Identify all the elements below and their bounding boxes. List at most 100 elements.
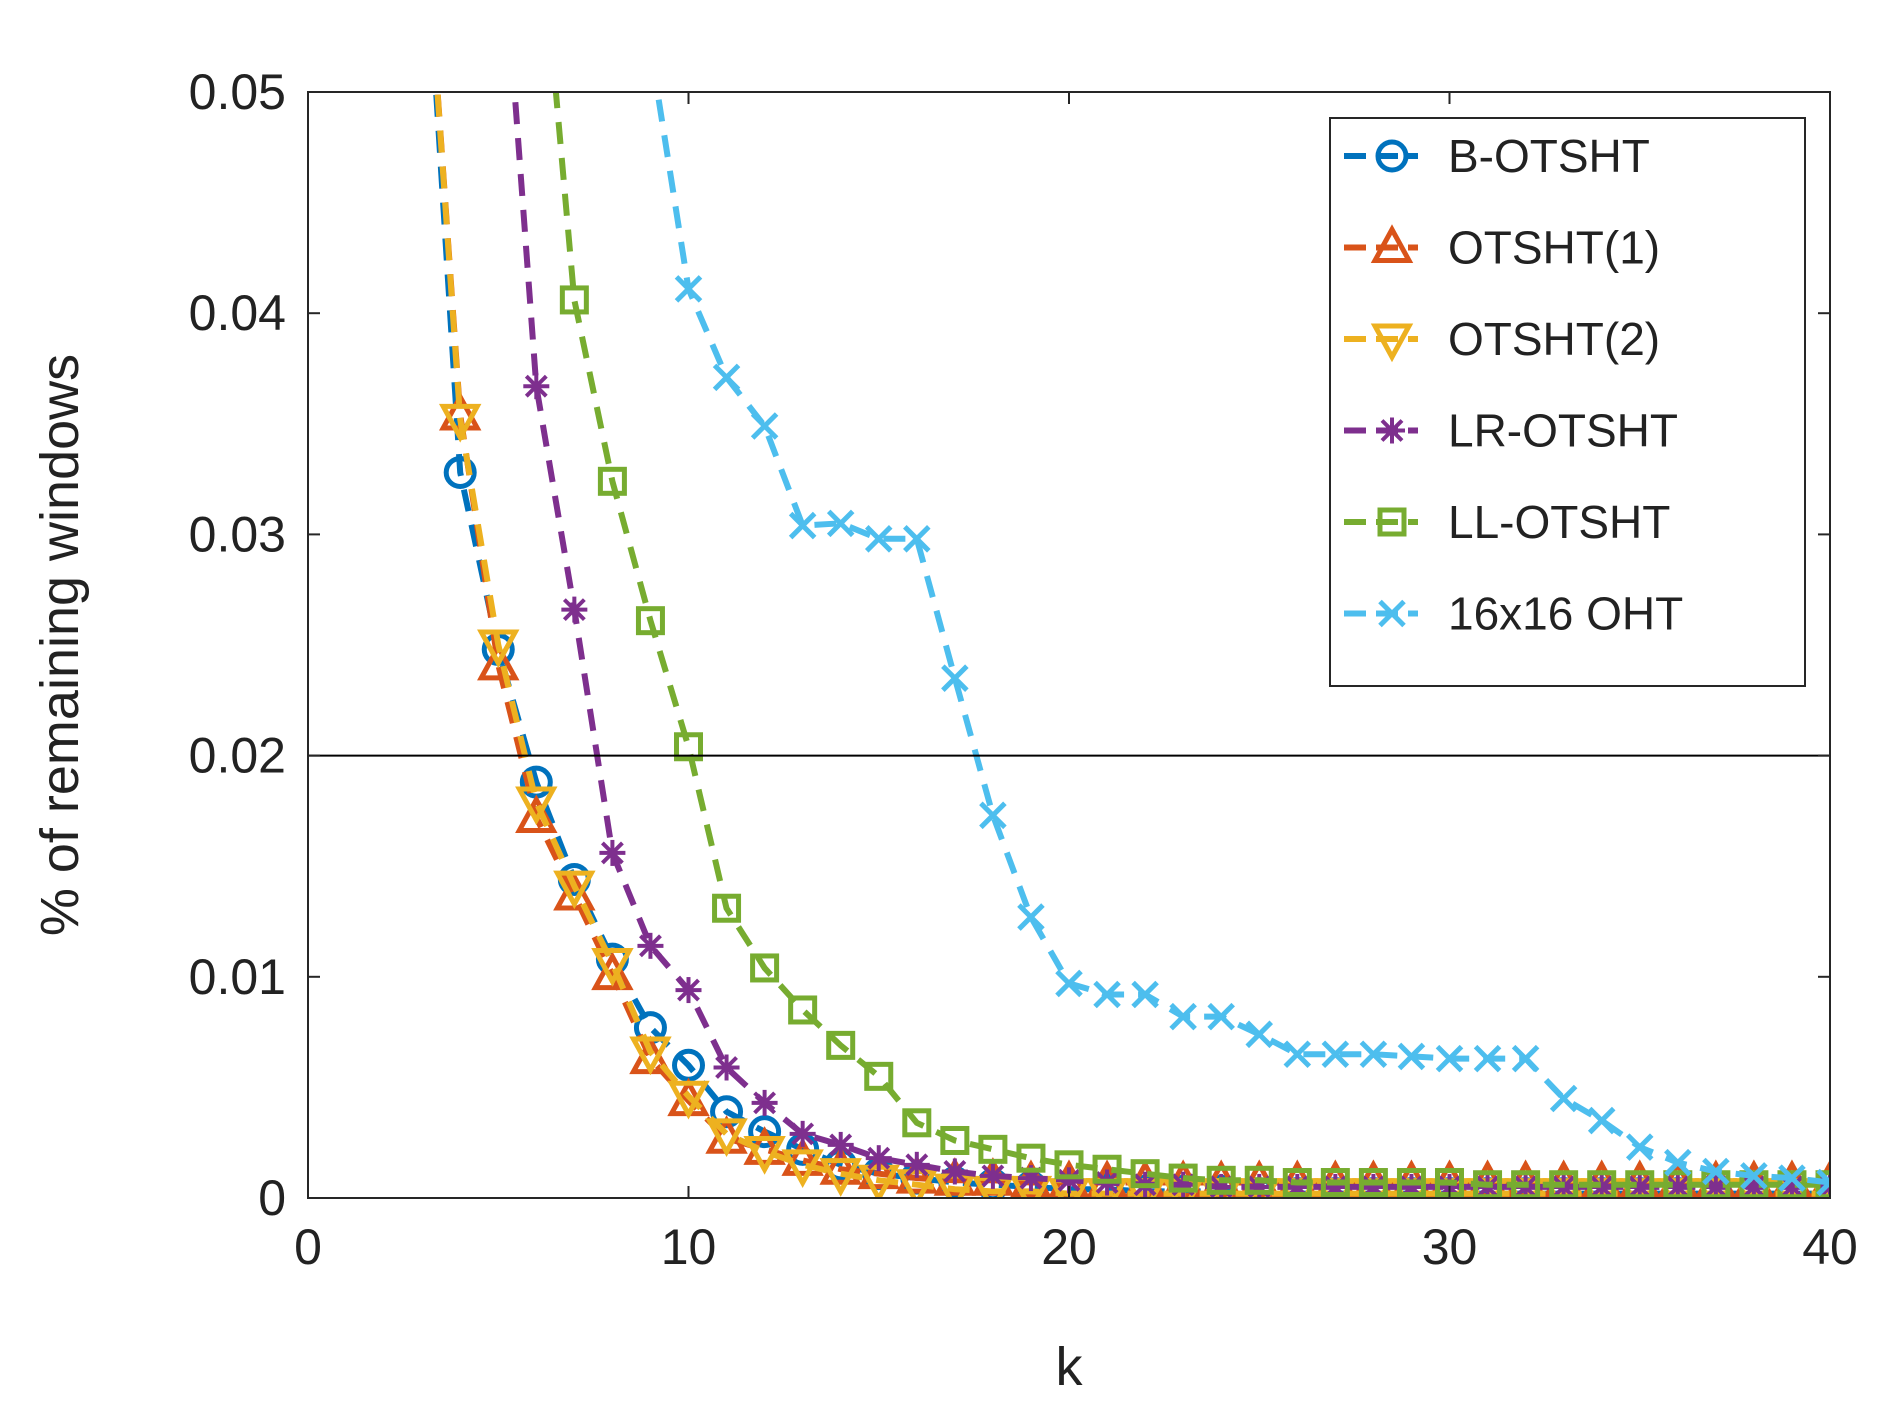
data-point-b-otsht (710, 1095, 744, 1129)
x-tick-label: 10 (661, 1219, 717, 1275)
legend-marker (1370, 323, 1414, 363)
data-point-16x16-oht (1093, 980, 1121, 1009)
data-point-16x16-oht (1245, 1020, 1274, 1049)
data-point-16x16-oht (941, 664, 969, 692)
data-point-16x16-oht (826, 509, 855, 538)
data-point-16x16-oht (1740, 1162, 1768, 1190)
data-point-ll-otsht (559, 285, 589, 315)
data-point-ll-otsht (1473, 1170, 1503, 1198)
data-point-otsht-2 (819, 1158, 862, 1197)
data-point-ll-otsht (1016, 1143, 1046, 1173)
data-point-otsht-1 (591, 951, 634, 991)
data-point-lr-otsht (903, 1151, 930, 1178)
data-point-ll-otsht (1587, 1170, 1617, 1198)
data-point-16x16-oht (1549, 1084, 1578, 1113)
series-ll-otsht (552, 92, 1830, 1198)
y-tick-label: 0.02 (189, 728, 286, 784)
data-point-otsht-2 (438, 403, 482, 443)
legend-item-otsht-2: OTSHT(2) (1344, 313, 1660, 365)
y-tick-label: 0.05 (189, 64, 286, 120)
data-point-ll-otsht (674, 732, 703, 762)
legend-label: OTSHT(1) (1448, 222, 1660, 274)
data-point-otsht-1 (781, 1137, 824, 1176)
data-point-lr-otsht (751, 1089, 778, 1116)
data-point-ll-otsht (1206, 1165, 1236, 1195)
y-tick-label: 0 (258, 1170, 286, 1226)
axis-ticks: 0 10 20 30 40 0 0.01 0.02 0.03 0.04 0.05 (189, 64, 1858, 1275)
legend-label: LR-OTSHT (1448, 405, 1678, 457)
data-point-16x16-oht (1207, 1002, 1235, 1031)
data-point-ll-otsht (978, 1134, 1008, 1164)
series-layer (433, 92, 1830, 1198)
x-tick-label: 30 (1422, 1219, 1478, 1275)
data-point-ll-otsht (1244, 1165, 1274, 1195)
legend-marker (1375, 139, 1409, 173)
y-tick-label: 0.03 (189, 506, 286, 562)
data-point-otsht-1 (819, 1146, 862, 1185)
data-point-otsht-2 (515, 786, 558, 826)
data-point-lr-otsht (979, 1162, 1006, 1189)
data-point-otsht-2 (591, 948, 634, 987)
data-point-lr-otsht (523, 373, 550, 400)
data-point-16x16-oht (903, 525, 931, 553)
data-point-ll-otsht (1320, 1168, 1350, 1198)
data-point-lr-otsht (941, 1158, 968, 1185)
x-tick-label: 20 (1041, 1219, 1097, 1275)
data-point-lr-otsht (1056, 1167, 1082, 1194)
data-point-ll-otsht (940, 1125, 970, 1155)
legend-label: OTSHT(2) (1448, 313, 1660, 365)
data-point-ll-otsht (1358, 1168, 1388, 1198)
legend-marker (1377, 507, 1407, 537)
data-point-16x16-oht (1778, 1164, 1806, 1192)
data-point-ll-otsht (1396, 1168, 1426, 1198)
legend-label: LL-OTSHT (1448, 496, 1670, 548)
data-point-16x16-oht (1321, 1040, 1350, 1068)
data-point-ll-otsht (1054, 1150, 1084, 1180)
data-point-ll-otsht (826, 1030, 856, 1060)
legend-marker (1370, 224, 1414, 263)
data-point-16x16-oht (674, 275, 703, 303)
data-point-lr-otsht (865, 1145, 892, 1172)
data-point-16x16-oht (979, 801, 1007, 830)
data-point-lr-otsht (827, 1131, 854, 1158)
data-point-ll-otsht (1130, 1159, 1160, 1189)
data-point-16x16-oht (1359, 1040, 1388, 1068)
data-point-16x16-oht (1131, 980, 1159, 1009)
data-point-16x16-oht (1587, 1106, 1616, 1135)
data-point-otsht-2 (667, 1080, 710, 1120)
legend: B-OTSHT OTSHT(1) OTSHT(2) LR-OTSHT LL-OTSHT 1… (1329, 117, 1806, 687)
data-point-lr-otsht (561, 596, 588, 623)
x-tick-label: 0 (294, 1219, 322, 1275)
data-point-ll-otsht (1511, 1170, 1541, 1198)
x-axis-label: k (1056, 1337, 1084, 1397)
data-point-16x16-oht (1055, 969, 1083, 998)
data-point-ll-otsht (635, 606, 665, 636)
legend-label: B-OTSHT (1448, 130, 1650, 182)
legend-box (1329, 117, 1806, 687)
data-point-16x16-oht (788, 511, 817, 540)
data-point-16x16-oht (1473, 1044, 1502, 1073)
data-point-ll-otsht (902, 1108, 932, 1138)
data-point-16x16-oht (864, 525, 893, 553)
series-line-ll-otsht (552, 92, 1830, 1188)
legend-item-16x16-oht: 16x16 OHT (1344, 588, 1683, 640)
data-point-ll-otsht (1549, 1170, 1579, 1198)
data-point-ll-otsht (1168, 1163, 1198, 1193)
legend-item-b-otsht: B-OTSHT (1344, 130, 1650, 182)
legend-marker (1379, 417, 1405, 444)
data-point-ll-otsht (1663, 1170, 1693, 1198)
data-point-lr-otsht (599, 839, 626, 866)
data-point-16x16-oht (1017, 903, 1045, 931)
x-tick-label: 40 (1802, 1219, 1858, 1275)
data-point-otsht-2 (743, 1136, 786, 1175)
data-point-otsht-1 (857, 1150, 900, 1190)
data-point-ll-otsht (1282, 1168, 1312, 1198)
legend-marker (1378, 599, 1406, 628)
data-point-otsht-2 (629, 1036, 672, 1076)
data-point-16x16-oht (1283, 1040, 1312, 1068)
data-point-ll-otsht (1625, 1170, 1655, 1198)
y-tick-label: 0.04 (189, 285, 286, 341)
data-point-lr-otsht (789, 1120, 816, 1147)
data-point-16x16-oht (1169, 1002, 1197, 1031)
